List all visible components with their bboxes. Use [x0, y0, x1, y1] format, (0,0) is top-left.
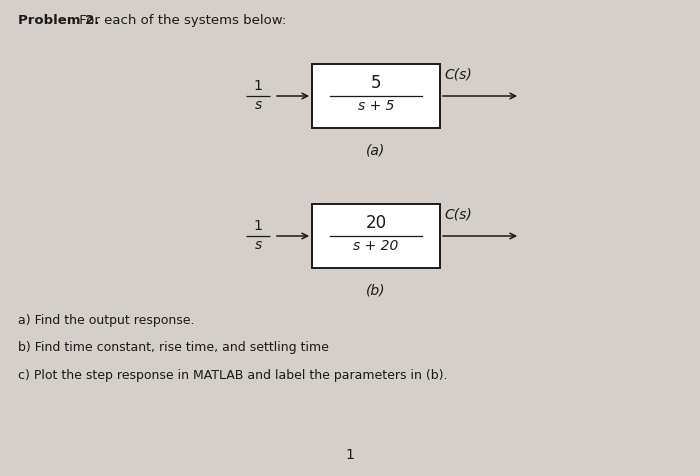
Text: 1: 1 [253, 219, 262, 233]
Text: For each of the systems below:: For each of the systems below: [75, 14, 286, 27]
Text: 5: 5 [371, 74, 382, 92]
Text: (b): (b) [366, 284, 386, 298]
Text: b) Find time constant, rise time, and settling time: b) Find time constant, rise time, and se… [18, 341, 329, 354]
Text: Problem 2.: Problem 2. [18, 14, 99, 27]
Text: s + 5: s + 5 [358, 99, 394, 113]
Text: C(s): C(s) [444, 208, 472, 222]
Polygon shape [312, 204, 440, 268]
Text: (a): (a) [366, 144, 386, 158]
Text: s: s [254, 98, 262, 112]
Text: 20: 20 [365, 214, 386, 232]
Text: a) Find the output response.: a) Find the output response. [18, 314, 195, 327]
Text: c) Plot the step response in MATLAB and label the parameters in (b).: c) Plot the step response in MATLAB and … [18, 369, 447, 382]
Polygon shape [312, 64, 440, 128]
Text: s: s [254, 238, 262, 252]
Text: 1: 1 [253, 79, 262, 93]
Text: 1: 1 [346, 448, 354, 462]
Text: C(s): C(s) [444, 68, 472, 82]
Text: s + 20: s + 20 [354, 239, 399, 253]
